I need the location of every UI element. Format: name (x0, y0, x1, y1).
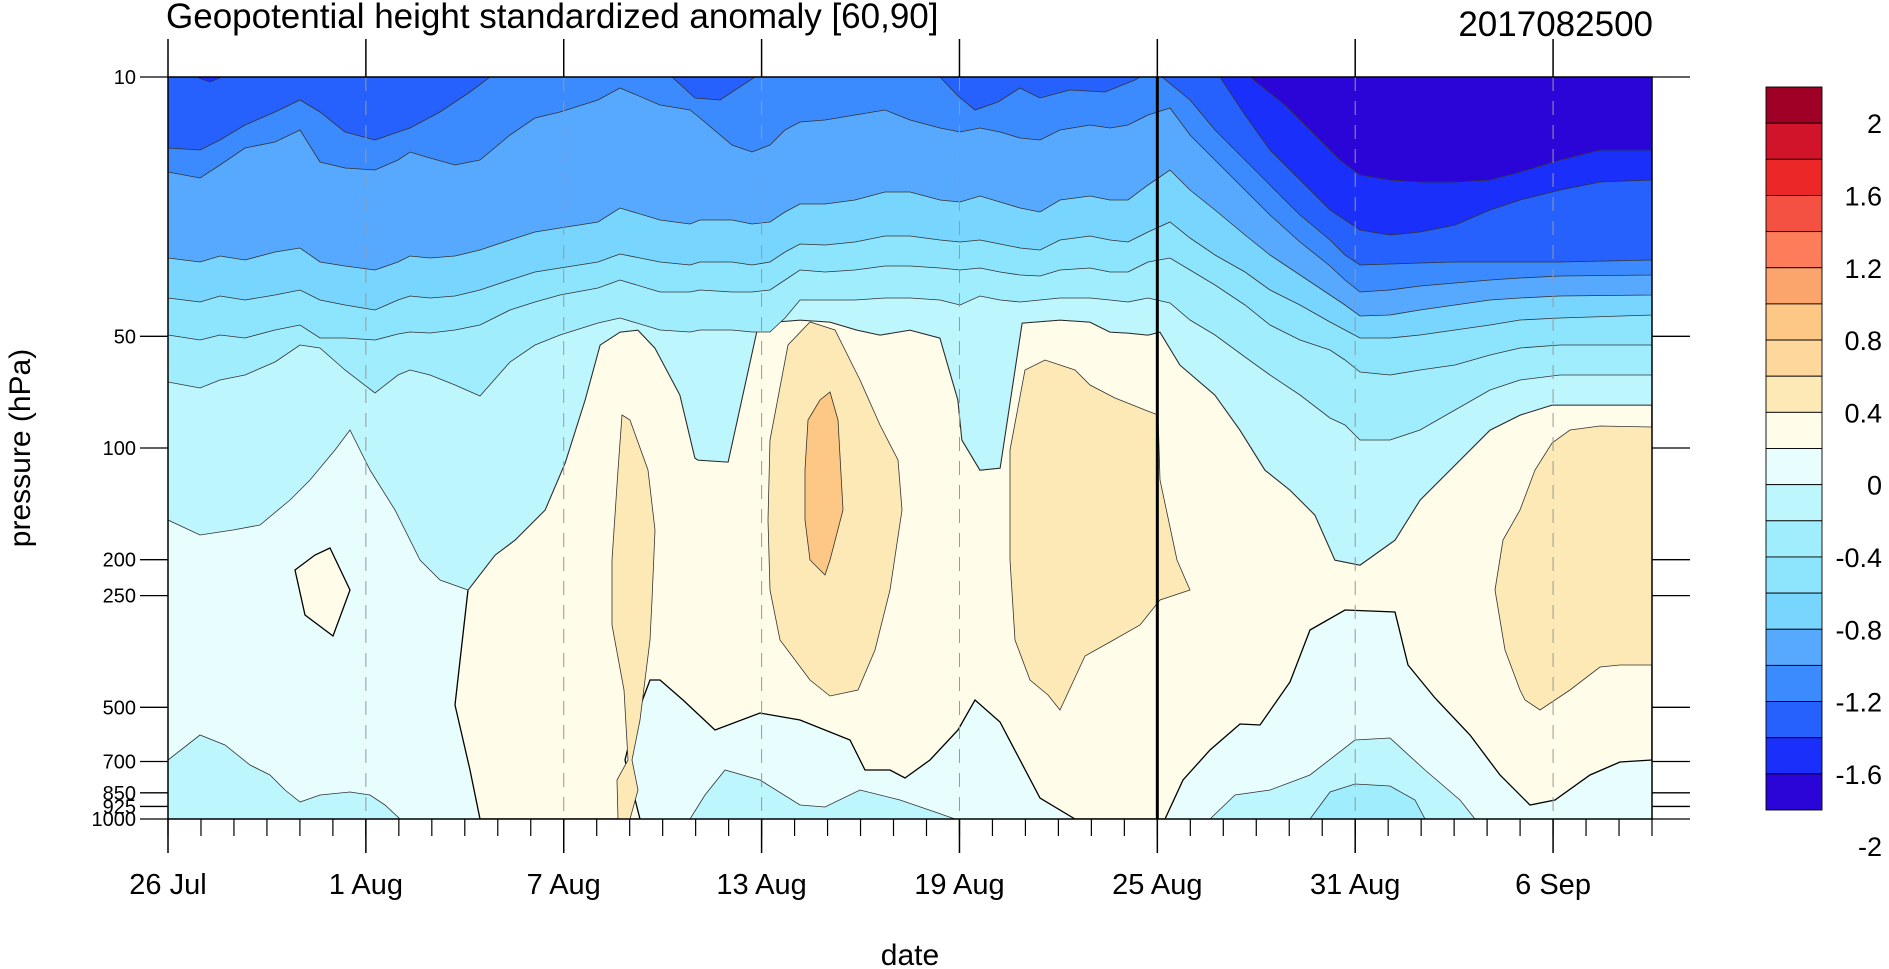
chart-title: Geopotential height standardized anomaly… (166, 0, 938, 36)
y-tick-label: 925 (103, 796, 136, 818)
fill-neg-2-upper-left (195, 77, 223, 83)
y-tick-label: 500 (103, 697, 136, 719)
colorbar-swatch (1765, 122, 1823, 160)
x-tick-label: 1 Aug (329, 869, 403, 901)
y-axis-label: pressure (hPa) (4, 349, 37, 547)
colorbar-swatch (1765, 484, 1823, 522)
x-tick-label: 7 Aug (527, 869, 601, 901)
colorbar-swatch (1765, 592, 1823, 630)
date-stamp: 2017082500 (1458, 5, 1653, 44)
colorbar-swatch (1765, 86, 1823, 124)
colorbar-swatch (1765, 556, 1823, 594)
colorbar-swatch (1765, 664, 1823, 703)
y-tick-label: 50 (114, 326, 136, 348)
x-axis-label: date (881, 939, 939, 969)
y-tick-label: 100 (103, 438, 136, 460)
colorbar-label: -2 (1858, 832, 1882, 862)
fill-pos-0-2-c (1009, 359, 1191, 711)
colorbar-swatch (1765, 701, 1823, 739)
colorbar-swatch (1765, 303, 1823, 341)
x-tick-label: 19 Aug (914, 869, 1004, 901)
colorbar-label: -1.2 (1835, 688, 1882, 718)
fill-pos-0-2-d (1494, 425, 1652, 711)
x-tick-label: 6 Sep (1515, 869, 1591, 901)
y-tick-label: 10 (114, 67, 136, 89)
colorbar-swatch (1765, 773, 1823, 811)
x-tick-label: 13 Aug (716, 869, 806, 901)
colorbar-swatch (1765, 737, 1823, 775)
colorbar-swatch (1765, 411, 1823, 449)
colorbar: 2 1.6 1.2 0.8 0.4 0 -0.4 -0.8 -1.2 -1.6 -2 (1765, 86, 1882, 862)
colorbar-swatch (1765, 339, 1823, 377)
colorbar-swatch (1765, 267, 1823, 305)
colorbar-swatch (1765, 231, 1823, 269)
fill-neg-0-4-lowermid (689, 769, 956, 819)
colorbar-swatch (1765, 158, 1823, 196)
y-tick-label: 250 (103, 586, 136, 608)
fill-neg-2-upper (1249, 77, 1652, 183)
fill-pos-0-4 (804, 391, 844, 576)
colorbar-label: 1.2 (1844, 254, 1882, 284)
colorbar-swatch (1765, 628, 1823, 666)
x-axis: 26 Jul 1 Aug 7 Aug 13 Aug 19 Aug 25 Aug 31 Aug… (129, 39, 1653, 901)
colorbar-label: 0.4 (1844, 398, 1882, 428)
colorbar-label: -1.6 (1835, 760, 1882, 790)
colorbar-label: 0 (1867, 471, 1882, 501)
fill-neg-0-6-lowerright (1309, 783, 1426, 819)
y-tick-label: 1000 (92, 809, 137, 831)
fill-pos-0-2-a (611, 414, 656, 819)
colorbar-swatch (1765, 520, 1823, 558)
plot-area (168, 77, 1652, 819)
y-tick-label: 700 (103, 752, 136, 774)
x-tick-label: 31 Aug (1310, 869, 1400, 901)
x-tick-label: 25 Aug (1112, 869, 1202, 901)
colorbar-label: 1.6 (1844, 181, 1882, 211)
colorbar-swatch (1765, 448, 1823, 486)
colorbar-label: -0.8 (1835, 615, 1882, 645)
y-tick-label: 200 (103, 550, 136, 572)
fill-neg-0-4-lowerleft (168, 734, 401, 819)
colorbar-label: 0.8 (1844, 326, 1882, 356)
colorbar-swatch (1765, 194, 1823, 233)
colorbar-label: -0.4 (1835, 543, 1882, 573)
x-tick-label: 26 Jul (129, 869, 206, 901)
y-tick-label: 850 (103, 783, 136, 805)
colorbar-label: 2 (1867, 109, 1882, 139)
colorbar-swatch (1765, 375, 1823, 413)
